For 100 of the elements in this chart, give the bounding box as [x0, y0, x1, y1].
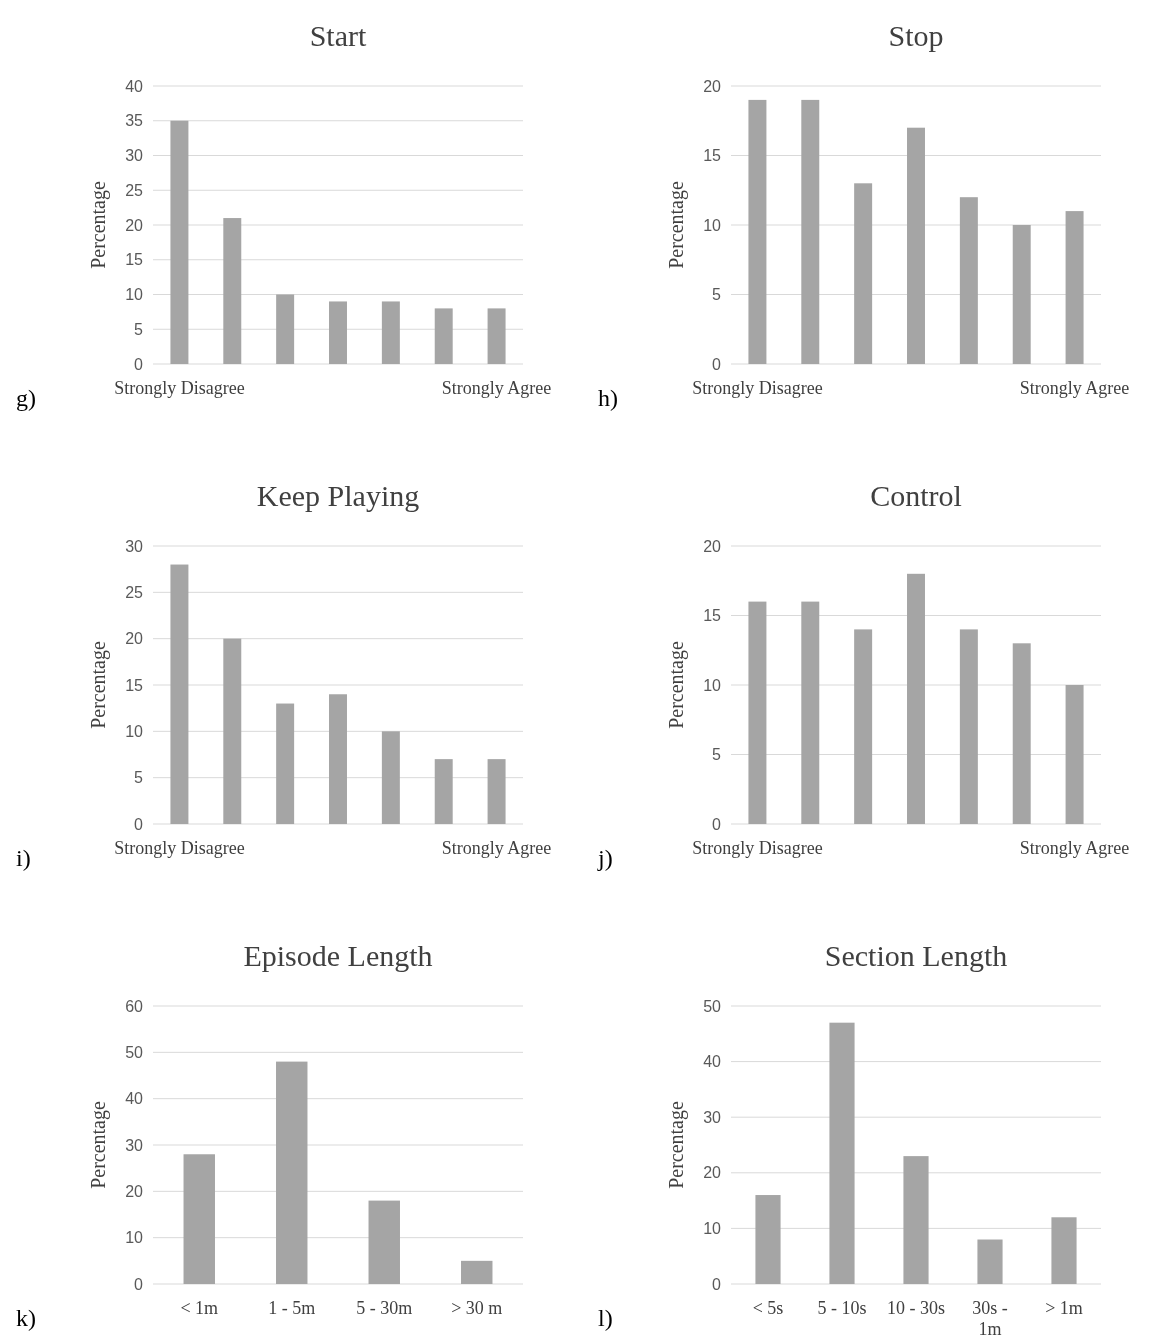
bar — [959, 197, 978, 364]
y-tick-label: 25 — [125, 181, 144, 199]
bar — [1012, 225, 1031, 364]
x-tick-label: 30s - 1m — [972, 1298, 1008, 1339]
bar — [755, 1195, 781, 1284]
chart-title: Section Length — [824, 939, 1008, 972]
bar — [801, 99, 820, 364]
bar — [854, 629, 873, 824]
y-tick-label: 5 — [134, 320, 144, 338]
x-tick-label: 1 - 5m — [268, 1298, 316, 1318]
text: i) — [16, 845, 31, 871]
y-axis-title: Percentage — [665, 641, 688, 729]
bar — [1012, 643, 1031, 824]
y-tick-label: 0 — [712, 1275, 722, 1293]
bar — [183, 1154, 215, 1284]
chart-title: Control — [870, 479, 962, 512]
x-tick-label: Strongly Disagree — [114, 378, 245, 398]
y-tick-label: 60 — [125, 997, 144, 1015]
bar — [487, 308, 506, 364]
bar — [381, 731, 400, 824]
bar — [461, 1260, 493, 1284]
y-tick-label: 20 — [703, 537, 722, 555]
y-tick-label: 5 — [712, 286, 722, 304]
x-tick-label: 5 - 30m — [356, 1298, 413, 1318]
y-tick-label: 10 — [125, 286, 144, 304]
x-tick-label: Strongly Disagree — [692, 838, 823, 858]
y-tick-label: 40 — [703, 1053, 722, 1071]
bar — [276, 703, 295, 824]
bar — [170, 120, 189, 364]
x-tick-label: 5 - 10s — [817, 1298, 867, 1318]
y-tick-label: 15 — [703, 607, 722, 625]
text: j) — [597, 845, 613, 871]
bar — [977, 1239, 1003, 1284]
bar — [276, 294, 295, 364]
x-tick-label: < 5s — [752, 1298, 784, 1318]
bar — [434, 308, 453, 364]
y-tick-label: 10 — [703, 216, 722, 234]
x-tick-label: Strongly Agree — [441, 378, 552, 398]
y-tick-label: 10 — [703, 1220, 722, 1237]
y-tick-label: 0 — [712, 355, 722, 373]
y-axis-title: Percentage — [87, 181, 110, 269]
y-tick-label: 5 — [134, 769, 144, 787]
y-tick-label: 30 — [125, 537, 144, 555]
chart-title: Start — [309, 19, 367, 52]
bar — [801, 601, 820, 824]
bar — [903, 1156, 929, 1284]
x-tick-label: < 1m — [180, 1298, 219, 1318]
y-tick-label: 0 — [134, 815, 144, 833]
text: l) — [598, 1305, 613, 1331]
text: g) — [16, 385, 36, 411]
y-axis-title: Percentage — [87, 641, 110, 729]
bar — [907, 573, 925, 824]
y-tick-label: 20 — [125, 630, 144, 648]
y-tick-label: 20 — [125, 216, 144, 234]
y-tick-label: 10 — [703, 676, 722, 694]
y-tick-label: 25 — [125, 583, 144, 601]
y-axis-title: Percentage — [665, 1101, 688, 1189]
y-tick-label: 20 — [703, 1164, 722, 1182]
x-tick-label: Strongly Agree — [1019, 838, 1130, 858]
bar — [329, 301, 347, 364]
chart-title: Keep Playing — [256, 479, 420, 512]
x-tick-label: Strongly Disagree — [692, 378, 823, 398]
x-tick-label: Strongly Disagree — [114, 838, 245, 858]
y-tick-label: 0 — [134, 355, 144, 373]
x-tick-label: 10 - 30s — [887, 1298, 945, 1318]
y-tick-label: 5 — [712, 746, 722, 764]
y-tick-label: 40 — [125, 77, 144, 95]
y-tick-label: 15 — [125, 251, 144, 269]
y-tick-label: 0 — [712, 815, 722, 833]
bar — [748, 99, 767, 364]
y-axis-title: Percentage — [87, 1101, 110, 1189]
chart-title: Episode Length — [243, 939, 433, 972]
y-axis-title: Percentage — [665, 181, 688, 269]
bar — [381, 301, 400, 364]
y-tick-label: 15 — [703, 147, 722, 165]
y-tick-label: 20 — [703, 77, 722, 95]
bar — [1051, 1217, 1077, 1284]
bar — [907, 127, 925, 364]
x-tick-label: > 1m — [1045, 1298, 1083, 1318]
chart-title: Stop — [888, 19, 944, 52]
bar — [1065, 685, 1084, 824]
y-tick-label: 10 — [125, 1229, 144, 1247]
bar — [223, 638, 242, 824]
bar — [434, 759, 453, 824]
bar — [959, 629, 978, 824]
x-tick-label: > 30 m — [451, 1298, 503, 1318]
y-tick-label: 30 — [125, 147, 144, 165]
bar — [487, 759, 506, 824]
bar — [329, 694, 347, 824]
y-tick-label: 30 — [125, 1136, 144, 1154]
x-tick-label: Strongly Agree — [1019, 378, 1130, 398]
x-tick-label: Strongly Agree — [441, 838, 552, 858]
bar — [1065, 211, 1084, 364]
bar — [170, 564, 189, 824]
bar — [748, 601, 767, 824]
text: h) — [598, 385, 618, 411]
bar — [368, 1200, 400, 1284]
y-tick-label: 10 — [125, 722, 144, 740]
y-tick-label: 35 — [125, 112, 144, 130]
bar — [829, 1022, 855, 1284]
